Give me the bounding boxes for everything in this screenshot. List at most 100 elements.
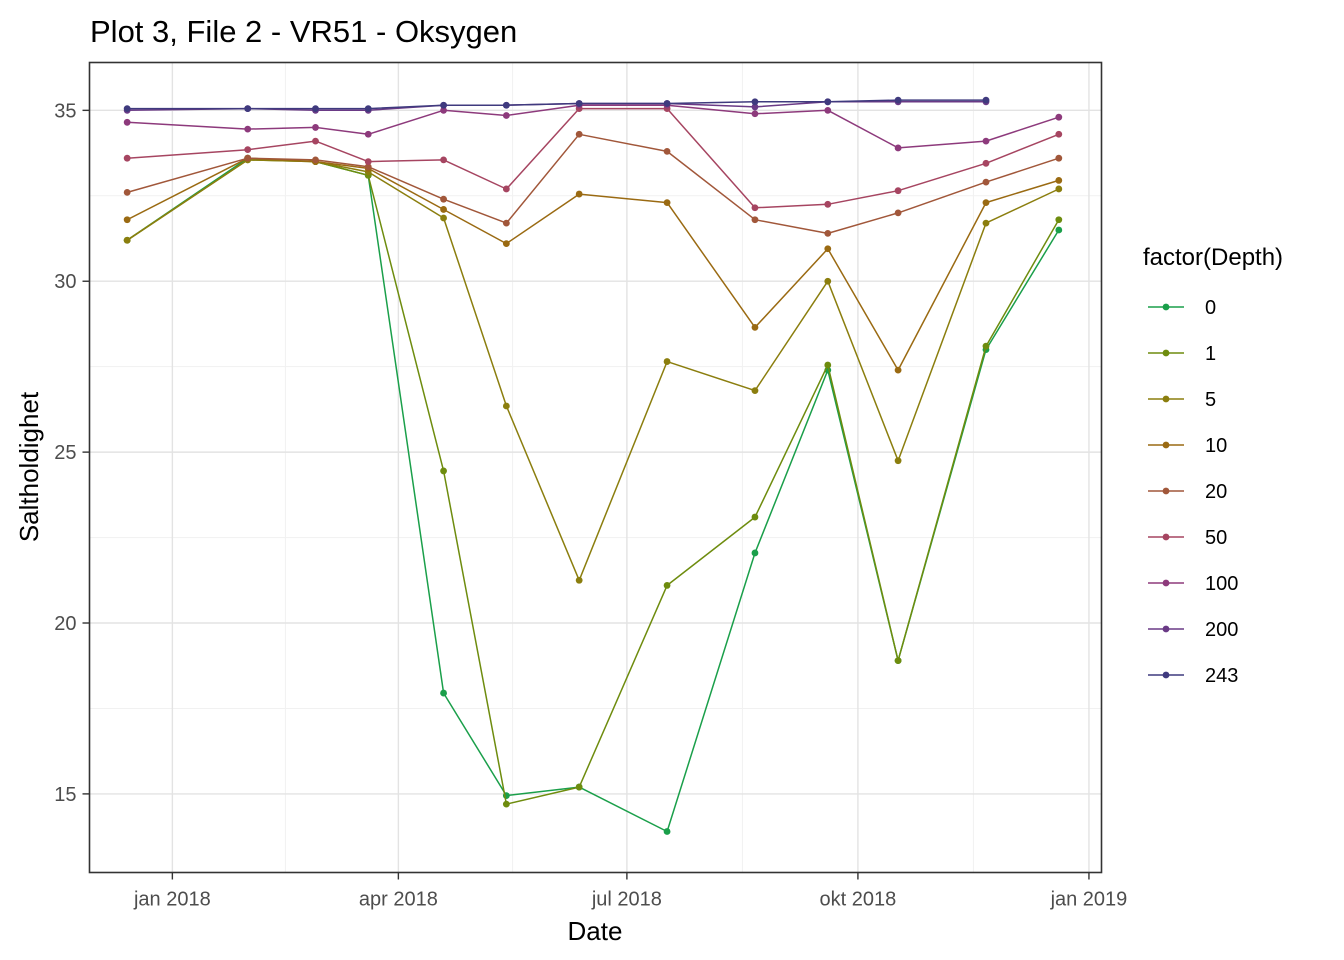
data-point [982,199,990,207]
data-point [982,137,990,145]
legend-key-point [1162,441,1170,449]
series-line [127,99,986,110]
data-point [663,582,671,589]
data-point [1055,216,1063,224]
data-point [364,158,372,166]
data-point [502,800,510,808]
data-point [751,549,759,557]
legend-key-point [1162,579,1170,587]
x-axis: jan 2018 apr 2018 jul 2018 okt 2018 jan 2019 [133,872,1127,911]
panel-border [88,61,1103,874]
data-point [751,387,759,395]
legend-label: 50 [1205,527,1227,549]
legend-key-point [1162,671,1170,679]
series-243 [123,96,990,113]
data-point [824,98,832,106]
data-point [312,105,319,113]
data-point [244,146,252,154]
legend-label: 0 [1205,297,1216,319]
data-point [982,159,990,167]
data-point [1055,113,1063,121]
data-point [440,689,447,697]
data-point [502,240,510,248]
data-point [440,101,447,109]
legend-key-point [1162,487,1170,495]
legend-label: 100 [1205,573,1238,595]
data-point [123,105,131,113]
y-tick-label: 20 [54,613,76,635]
legend-key-point [1162,395,1170,403]
y-axis-title: Saltholdighet [14,391,44,542]
data-point [1055,185,1063,193]
data-point [663,100,671,107]
data-point [894,144,902,152]
y-axis: 15 20 25 30 35 [54,100,90,806]
data-point [123,188,131,196]
data-point [663,199,671,207]
data-point [982,219,990,227]
data-point [440,195,447,203]
legend-item-0: 0 [1148,297,1216,319]
data-point [502,402,510,410]
legend-key-point [1162,303,1170,311]
data-point [751,98,759,106]
data-point [575,130,583,138]
data-point [663,358,671,365]
data-point [575,576,583,584]
data-point [824,245,832,253]
data-point [894,209,902,217]
legend-item-50: 50 [1148,527,1227,549]
data-point [364,105,372,113]
data-point [751,204,759,212]
legend-item-243: 243 [1148,665,1238,687]
data-point [575,100,583,107]
data-point [824,200,832,208]
legend-label: 200 [1205,619,1238,641]
data-point [982,178,990,186]
data-point [502,185,510,193]
legend-label: 243 [1205,665,1238,687]
data-point [364,163,372,171]
data-point [751,323,759,331]
data-point [502,219,510,227]
legend: factor(Depth) 0 1 5 10 20 50 100 200 243 [1143,244,1283,687]
x-tick-label: apr 2018 [359,889,438,911]
x-tick-label: jan 2018 [133,889,211,911]
data-point [312,156,319,164]
data-point [575,783,583,791]
major-grid [89,62,1102,873]
data-point [575,190,583,198]
legend-item-200: 200 [1148,619,1238,641]
legend-label: 10 [1205,435,1227,457]
data-point [123,216,131,224]
data-point [502,101,510,109]
data-point [1055,226,1063,234]
data-point [440,206,447,213]
data-point [751,216,759,224]
legend-key-point [1162,625,1170,633]
data-point [663,828,671,835]
y-tick-label: 35 [54,100,76,122]
series-layer [123,96,1063,835]
data-point [312,124,319,131]
legend-item-1: 1 [1148,343,1216,365]
data-point [894,187,902,195]
legend-label: 20 [1205,481,1227,503]
data-point [894,657,902,665]
data-point [894,96,902,104]
data-point [1055,130,1063,138]
x-axis-title: Date [568,916,623,946]
legend-label: 1 [1205,343,1216,365]
data-point [824,106,832,114]
data-point [440,467,447,475]
data-point [824,229,832,237]
legend-item-5: 5 [1148,389,1216,411]
series-20 [123,130,1063,237]
legend-title: factor(Depth) [1143,244,1283,271]
data-point [440,156,447,164]
y-tick-label: 25 [54,442,76,464]
x-tick-label: jul 2018 [591,889,662,911]
data-point [982,96,990,104]
data-point [894,366,902,374]
